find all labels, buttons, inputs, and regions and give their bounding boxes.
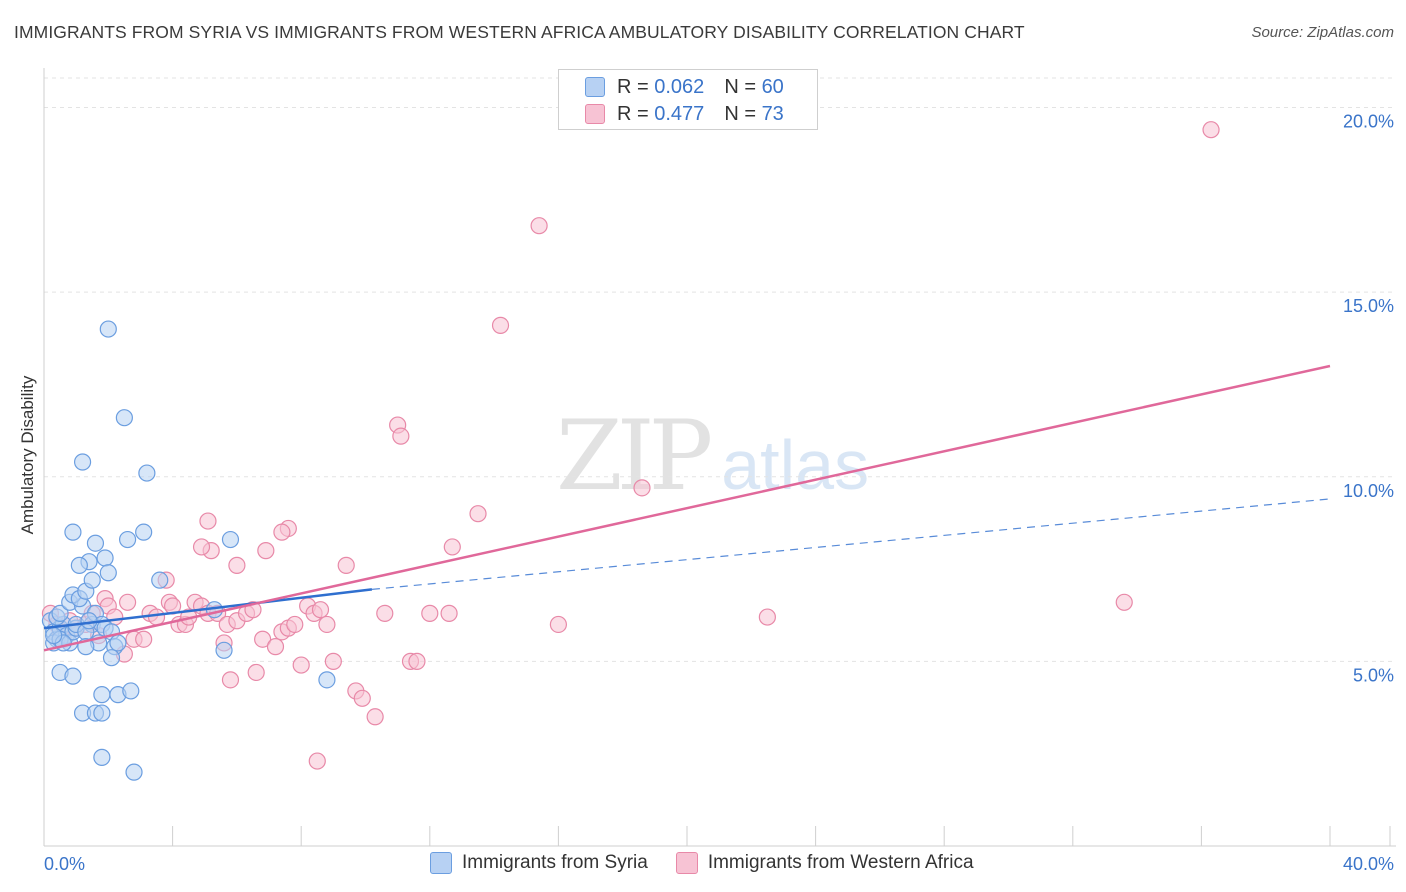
point-western-africa — [758, 608, 776, 626]
trend-line-western-africa — [43, 364, 1331, 652]
point-syria — [138, 464, 156, 482]
point-syria — [118, 530, 137, 549]
point-western-africa — [311, 601, 330, 619]
point-western-africa — [135, 630, 153, 648]
point-western-africa — [1115, 593, 1133, 611]
point-syria — [45, 626, 63, 645]
point-western-africa — [192, 538, 211, 556]
point-syria — [215, 641, 233, 659]
series-legend-item-syria: Immigrants from Syria — [430, 852, 648, 874]
legend-swatch-western-africa — [585, 104, 605, 124]
point-syria — [93, 686, 111, 704]
point-syria — [96, 549, 114, 567]
point-western-africa — [324, 652, 342, 670]
point-western-africa — [469, 505, 487, 523]
point-syria — [115, 409, 133, 427]
point-syria — [51, 604, 69, 622]
point-syria — [86, 534, 105, 552]
point-syria — [102, 649, 121, 667]
point-western-africa — [376, 604, 394, 622]
point-syria — [70, 556, 88, 574]
point-syria — [93, 704, 111, 722]
point-western-africa — [440, 604, 458, 622]
source-credit: Source: ZipAtlas.com — [1251, 24, 1394, 41]
point-western-africa — [118, 593, 137, 611]
point-western-africa — [257, 542, 275, 560]
point-western-africa — [366, 708, 384, 726]
point-western-africa — [266, 638, 285, 656]
point-western-africa — [421, 604, 439, 622]
series-swatch-western-africa — [675, 852, 698, 874]
correlation-legend: R = 0.062 N = 60 R = 0.477 N = 73 — [558, 69, 818, 130]
series-label-syria: Immigrants from Syria — [462, 852, 648, 873]
point-syria — [125, 763, 143, 781]
legend-n-value-syria: 60 — [761, 75, 784, 98]
point-syria — [64, 523, 82, 541]
point-western-africa — [199, 512, 217, 530]
point-syria — [318, 671, 336, 689]
point-syria — [221, 530, 240, 549]
point-western-africa — [337, 556, 355, 574]
point-western-africa — [633, 479, 651, 497]
legend-swatch-syria — [585, 77, 605, 97]
y-tick-label: 10.0% — [1343, 481, 1394, 501]
legend-r-value-syria: 0.062 — [654, 75, 705, 98]
legend-r-label: R = — [617, 75, 649, 98]
point-western-africa — [254, 630, 272, 648]
point-western-africa — [318, 615, 336, 634]
legend-n-label: N = — [724, 102, 756, 125]
point-western-africa — [443, 538, 461, 556]
legend-n-label: N = — [724, 75, 756, 98]
point-syria — [122, 682, 140, 700]
point-syria — [151, 571, 169, 589]
point-western-africa — [530, 217, 548, 235]
point-western-africa — [392, 427, 410, 445]
x-tick-label: 0.0% — [44, 854, 85, 874]
point-syria — [99, 564, 117, 582]
point-western-africa — [408, 652, 426, 670]
series-swatch-syria — [430, 852, 452, 874]
point-western-africa — [221, 671, 240, 689]
legend-n-value-western-africa: 73 — [761, 102, 784, 125]
y-tick-label: 20.0% — [1343, 112, 1394, 132]
point-western-africa — [247, 663, 265, 682]
chart-title: IMMIGRANTS FROM SYRIA VS IMMIGRANTS FROM… — [14, 22, 1025, 42]
series-legend: Immigrants from Syria Immigrants from We… — [430, 852, 1002, 874]
point-western-africa — [549, 615, 568, 634]
legend-r-value-western-africa: 0.477 — [654, 102, 705, 125]
legend-row-western-africa: R = 0.477 N = 73 — [585, 102, 784, 126]
point-syria — [135, 523, 153, 541]
legend-r-label: R = — [617, 102, 649, 125]
point-western-africa — [292, 656, 310, 674]
legend-row-syria: R = 0.062 N = 60 — [585, 75, 784, 99]
point-syria — [99, 320, 117, 338]
series-legend-item-western-africa: Immigrants from Western Africa — [675, 852, 974, 874]
point-western-africa — [228, 556, 246, 574]
point-western-africa — [147, 608, 166, 626]
point-syria — [80, 612, 98, 630]
point-syria — [64, 667, 82, 685]
point-western-africa — [273, 523, 291, 541]
y-tick-label: 15.0% — [1343, 296, 1394, 316]
point-syria — [93, 748, 111, 766]
x-tick-label: 40.0% — [1343, 854, 1394, 874]
y-tick-label: 5.0% — [1353, 665, 1394, 685]
point-western-africa — [286, 615, 304, 634]
series-label-western-africa: Immigrants from Western Africa — [707, 852, 974, 873]
point-syria — [83, 571, 101, 589]
trend-line-syria — [43, 588, 373, 630]
point-western-africa — [353, 689, 371, 707]
point-syria — [73, 453, 92, 471]
point-syria — [109, 634, 127, 652]
point-western-africa — [308, 752, 326, 770]
point-western-africa — [491, 316, 510, 334]
y-axis-label: Ambulatory Disability — [18, 375, 37, 535]
point-western-africa — [1202, 121, 1220, 139]
trend-line-syria-dashed — [371, 498, 1331, 590]
